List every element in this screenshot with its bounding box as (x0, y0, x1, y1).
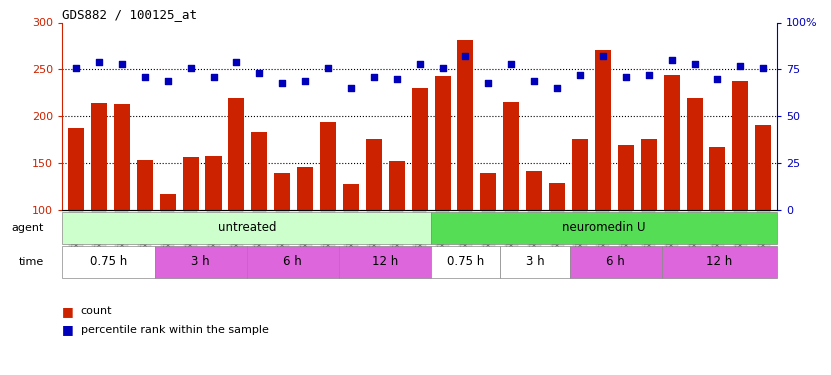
Point (436, 64, 450, 70)
Bar (91, 103, 107, 304)
Text: 3 h: 3 h (191, 255, 210, 268)
Bar (160, 194, 175, 304)
Point (619, 74, 632, 80)
Text: count: count (81, 306, 112, 316)
Bar (549, 183, 565, 304)
Bar (68, 128, 84, 304)
Bar (617, 146, 634, 304)
Point (344, 85, 357, 91)
Text: time: time (18, 256, 44, 267)
Bar (641, 139, 656, 304)
Bar (569, 246, 661, 278)
Bar (137, 160, 153, 304)
Point (298, 78, 312, 84)
Bar (431, 246, 500, 278)
Bar (274, 172, 290, 304)
Bar (183, 157, 199, 304)
Point (573, 72, 587, 78)
Point (550, 85, 563, 91)
Point (528, 78, 541, 84)
Point (253, 70, 266, 76)
Text: GDS882 / 100125_at: GDS882 / 100125_at (62, 8, 197, 21)
Bar (686, 99, 702, 304)
Text: percentile rank within the sample: percentile rank within the sample (81, 325, 268, 335)
Point (711, 76, 724, 82)
Text: agent: agent (12, 223, 44, 233)
Bar (504, 102, 519, 304)
Text: 6 h: 6 h (607, 255, 625, 268)
Point (642, 72, 656, 78)
Bar (247, 246, 339, 278)
Bar (366, 139, 382, 304)
Point (161, 78, 175, 84)
Bar (500, 246, 569, 278)
Bar (526, 171, 542, 304)
Text: ■: ■ (62, 324, 74, 336)
Point (597, 53, 610, 59)
Point (504, 61, 518, 67)
Text: 0.75 h: 0.75 h (90, 255, 127, 268)
Point (688, 61, 701, 67)
Bar (343, 184, 359, 304)
Text: 6 h: 6 h (283, 255, 302, 268)
Point (367, 74, 381, 80)
Bar (732, 81, 749, 304)
Bar (251, 132, 268, 304)
Bar (435, 76, 450, 304)
Bar (755, 124, 771, 304)
Bar (320, 122, 336, 304)
Text: 12 h: 12 h (372, 255, 398, 268)
Text: 12 h: 12 h (706, 255, 732, 268)
Point (459, 53, 472, 59)
Point (116, 61, 129, 67)
Bar (229, 98, 244, 304)
Bar (572, 139, 588, 304)
Bar (155, 246, 247, 278)
Bar (411, 88, 428, 304)
Bar (457, 40, 474, 304)
Point (184, 64, 197, 70)
Text: 0.75 h: 0.75 h (447, 255, 484, 268)
Bar (480, 172, 496, 304)
Point (229, 59, 243, 65)
Point (413, 61, 426, 67)
Bar (205, 156, 222, 304)
Text: 3 h: 3 h (526, 255, 544, 268)
Point (70, 64, 83, 70)
Text: neuromedin U: neuromedin U (563, 221, 646, 234)
Point (322, 64, 335, 70)
Bar (297, 167, 313, 304)
Bar (710, 147, 725, 304)
Point (665, 57, 678, 63)
Bar (62, 246, 155, 278)
Point (92, 59, 106, 65)
Point (207, 74, 220, 80)
Point (734, 63, 747, 69)
Bar (389, 161, 405, 304)
Bar (431, 212, 777, 244)
Bar (664, 75, 680, 304)
Bar (661, 246, 777, 278)
Bar (595, 50, 611, 304)
Bar (62, 212, 431, 244)
Point (138, 74, 151, 80)
Point (276, 80, 289, 86)
Point (482, 80, 495, 86)
Text: ■: ■ (62, 305, 74, 318)
Point (756, 64, 770, 70)
Bar (339, 246, 431, 278)
Bar (114, 104, 130, 304)
Point (390, 76, 403, 82)
Text: untreated: untreated (218, 221, 276, 234)
